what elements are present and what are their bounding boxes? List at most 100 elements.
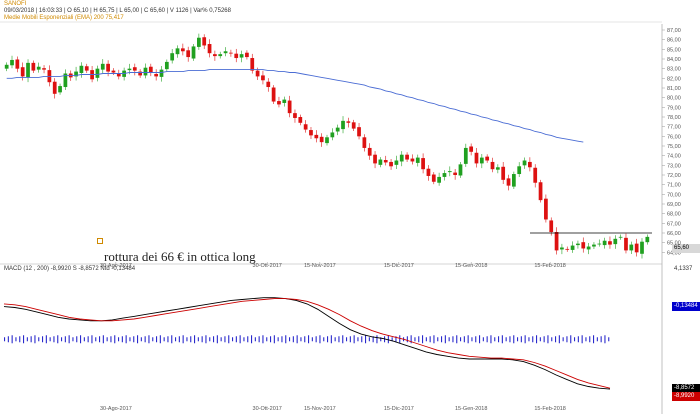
- macd-hist-bar: [76, 336, 78, 343]
- macd-hist-bar: [566, 336, 568, 343]
- macd-hist-bar: [490, 335, 492, 344]
- candle: [100, 59, 105, 74]
- macd-hist-bar: [380, 337, 382, 342]
- macd-hist-bar: [7, 336, 9, 343]
- macd-hist-bar: [247, 336, 249, 343]
- candle: [367, 143, 372, 160]
- macd-hist-bar: [308, 335, 310, 344]
- price-tick-label: 85,00: [667, 47, 681, 53]
- x-axis-label: 30-Ott-2017: [253, 406, 282, 412]
- macd-hist-bar: [330, 335, 332, 344]
- price-tick-label: 66,00: [667, 231, 681, 237]
- candle: [10, 55, 14, 69]
- macd-hist-bar: [15, 337, 17, 342]
- candle: [405, 152, 409, 162]
- candle: [79, 62, 84, 78]
- macd-hist-bar: [536, 335, 538, 344]
- candle: [207, 39, 212, 58]
- macd-hist-bar: [140, 337, 142, 342]
- candle: [58, 83, 62, 95]
- candle: [36, 62, 41, 73]
- candle: [511, 171, 516, 190]
- macd-hist-bar: [486, 336, 488, 343]
- macd-hist-bar: [4, 337, 6, 342]
- macd-hist-bar: [163, 337, 165, 342]
- candle: [63, 69, 68, 91]
- price-tick-label: 74,00: [667, 154, 681, 160]
- candle: [640, 238, 644, 259]
- candle: [330, 128, 335, 141]
- macd-hist-bar: [258, 336, 260, 343]
- macd-hist-bar: [175, 337, 177, 342]
- macd-hist-bar: [251, 335, 253, 344]
- macd-hist-bar: [254, 337, 256, 342]
- macd-hist-bar: [505, 337, 507, 342]
- candle: [186, 46, 191, 62]
- macd-top-tick: 4,1337: [674, 266, 693, 272]
- macd-hist-bar: [577, 336, 579, 343]
- price-tick-label: 80,00: [667, 96, 681, 102]
- candle: [95, 65, 100, 82]
- macd-hist-bar: [475, 336, 477, 343]
- candle: [346, 117, 351, 128]
- macd-hist-bar: [422, 335, 424, 344]
- price-tick-label: 65,00: [667, 241, 681, 247]
- annotation-handle[interactable]: [97, 238, 103, 244]
- macd-hist-bar: [353, 335, 355, 344]
- macd-hist-bar: [395, 336, 397, 343]
- candle: [437, 172, 441, 186]
- macd-hist-bar: [532, 336, 534, 343]
- macd-hist-bar: [334, 337, 336, 342]
- candle: [624, 233, 628, 254]
- macd-hist-bar: [574, 337, 576, 342]
- candle: [517, 162, 522, 178]
- macd-hist-bar: [357, 337, 359, 342]
- candle: [383, 155, 388, 166]
- ema-legend: Medie Mobili Esponenziali (EMA) 200 75,4…: [4, 15, 124, 21]
- macd-hist-bar: [399, 335, 401, 344]
- macd-hist-bar: [80, 335, 82, 344]
- macd-hist-bar: [159, 335, 161, 344]
- candle: [234, 48, 239, 63]
- macd-hist-bar: [114, 335, 116, 344]
- macd-hist-bar: [61, 337, 63, 342]
- instrument-title: SANOFI: [4, 1, 27, 7]
- candle: [592, 242, 596, 249]
- candle: [469, 143, 474, 156]
- macd-hist-bar: [232, 337, 234, 342]
- macd-hist-bar: [144, 336, 146, 343]
- macd-hist-bar: [513, 335, 515, 344]
- candle: [164, 59, 169, 72]
- macd-hist-bar: [11, 335, 13, 344]
- macd-hist-bar: [406, 336, 408, 343]
- candle: [180, 43, 185, 56]
- macd-hist-bar: [444, 335, 446, 344]
- macd-hist-bar: [216, 335, 218, 344]
- candle: [175, 45, 180, 58]
- price-tick-label: 73,00: [667, 163, 681, 169]
- macd-hist-bar: [517, 337, 519, 342]
- candle: [629, 241, 634, 254]
- macd-hist-bar: [213, 336, 215, 343]
- macd-hist-bar: [304, 336, 306, 343]
- macd-hist-bar: [467, 335, 469, 344]
- candle: [218, 51, 223, 59]
- candle: [474, 148, 479, 168]
- candle: [378, 157, 383, 168]
- macd-hist-bar: [148, 335, 150, 344]
- candle: [357, 122, 361, 140]
- x-axis-label: 15-Gen-2018: [455, 263, 487, 269]
- candle: [314, 130, 319, 143]
- candle: [490, 157, 495, 173]
- candle: [213, 50, 217, 61]
- candle: [287, 95, 292, 118]
- annotation-text[interactable]: rottura dei 66 € in ottica long: [104, 249, 256, 264]
- macd-hist-bar: [186, 337, 188, 342]
- candle: [309, 127, 313, 139]
- macd-hist-bar: [91, 335, 93, 344]
- candle: [373, 151, 377, 169]
- price-tick-label: 72,00: [667, 173, 681, 179]
- candle: [148, 63, 153, 77]
